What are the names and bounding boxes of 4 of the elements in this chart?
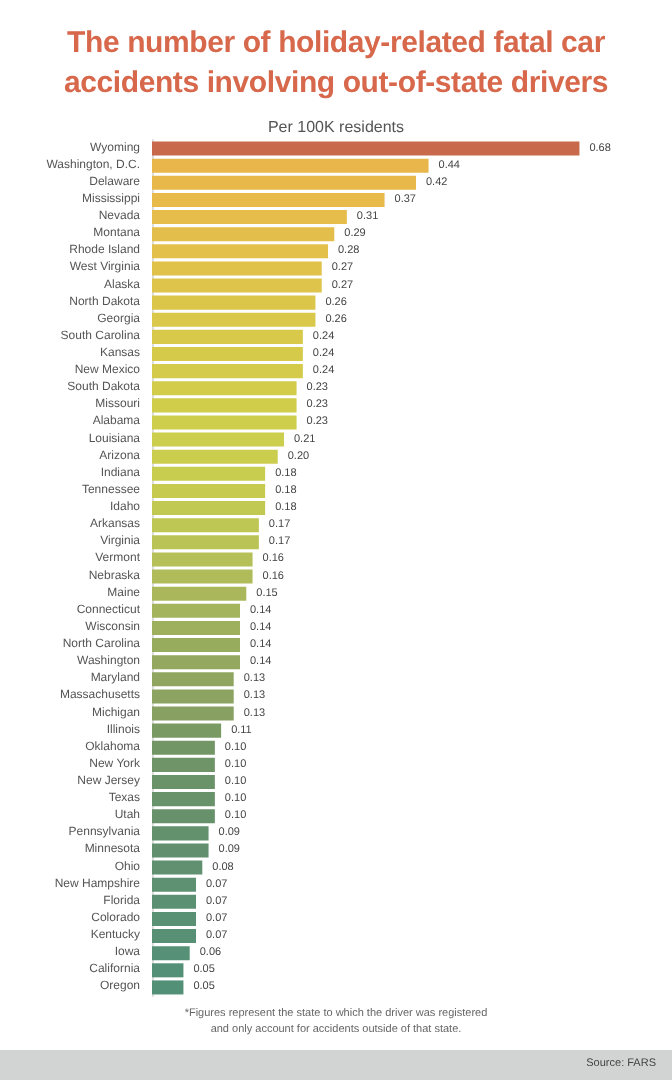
bar xyxy=(152,141,580,156)
chart-subtitle: Per 100K residents xyxy=(265,118,407,136)
bar xyxy=(152,706,234,721)
chart-title: The number of holiday-related fatal car accidents involving out-of-state drivers xyxy=(61,24,611,104)
